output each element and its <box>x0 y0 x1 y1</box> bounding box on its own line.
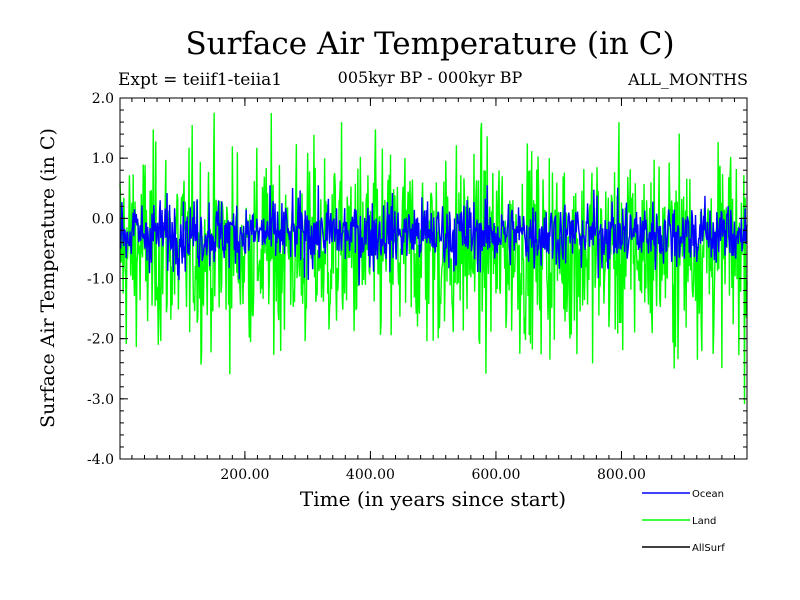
series-ocean-line <box>119 185 748 286</box>
y-tick-label: -1.0 <box>87 272 114 288</box>
x-axis-label: Time (in years since start) <box>299 487 567 511</box>
chart-subtitle: 005kyr BP - 000kyr BP <box>337 68 523 87</box>
y-tick-label: 2.0 <box>92 91 114 107</box>
y-tick-label: -2.0 <box>87 332 114 348</box>
experiment-label: Expt = teiif1-teiia1 <box>118 70 283 90</box>
y-tick-label: -4.0 <box>87 452 114 468</box>
chart-title: Surface Air Temperature (in C) <box>185 26 675 62</box>
legend-label-allsurf: AllSurf <box>692 543 725 554</box>
x-tick-label: 600.00 <box>471 467 520 483</box>
x-tick-label: 400.00 <box>346 467 395 483</box>
legend-label-land: Land <box>692 516 716 527</box>
months-label: ALL_MONTHS <box>628 70 748 89</box>
series-layer <box>119 112 748 404</box>
legend-label-ocean: Ocean <box>692 489 724 500</box>
y-tick-label: 1.0 <box>92 151 114 167</box>
x-tick-label: 200.00 <box>220 467 269 483</box>
y-tick-label: 0.0 <box>92 211 114 227</box>
legend: Ocean Land AllSurf <box>642 489 725 554</box>
y-tick-label: -3.0 <box>87 392 114 408</box>
axes-layer: -4.0 -3.0 -2.0 -1.0 0.0 1.0 2.0 200.00 400.00 600… <box>87 91 748 483</box>
x-tick-label: 800.00 <box>597 467 646 483</box>
